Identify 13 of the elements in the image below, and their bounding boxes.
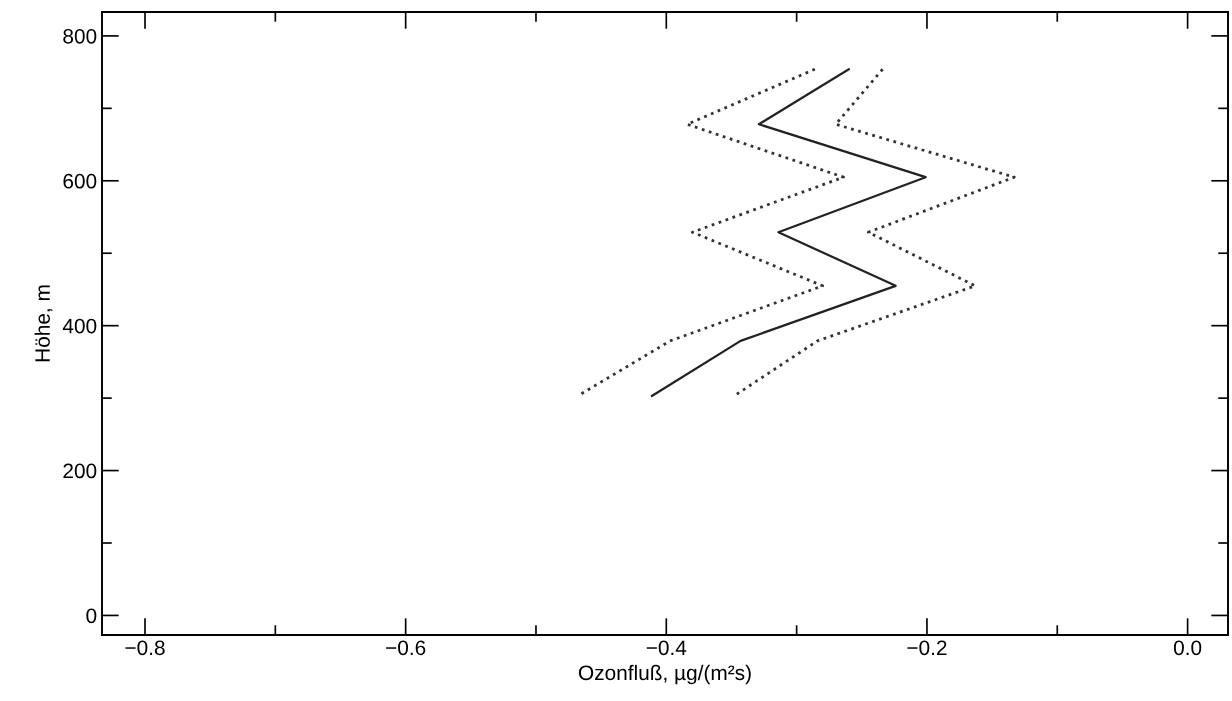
x-axis-title: Ozonfluß, µg/(m²s) [578, 664, 751, 685]
line-series [650, 68, 927, 398]
x-tick-label: −0.6 [386, 640, 426, 656]
x-tick-label: −0.8 [125, 640, 165, 656]
y-tick-label: 800 [63, 28, 97, 44]
y-tick-label: 200 [63, 463, 97, 479]
y-tick-label: 400 [62, 318, 97, 334]
x-tick-label: −0.2 [907, 640, 947, 656]
y-axis-title: Höhe, m [34, 285, 53, 362]
x-tick-label: −0.4 [646, 640, 687, 656]
y-tick-label: 0 [86, 608, 97, 624]
y-tick-label: 600 [63, 173, 97, 189]
x-tick-label: 0.0 [1173, 640, 1202, 656]
